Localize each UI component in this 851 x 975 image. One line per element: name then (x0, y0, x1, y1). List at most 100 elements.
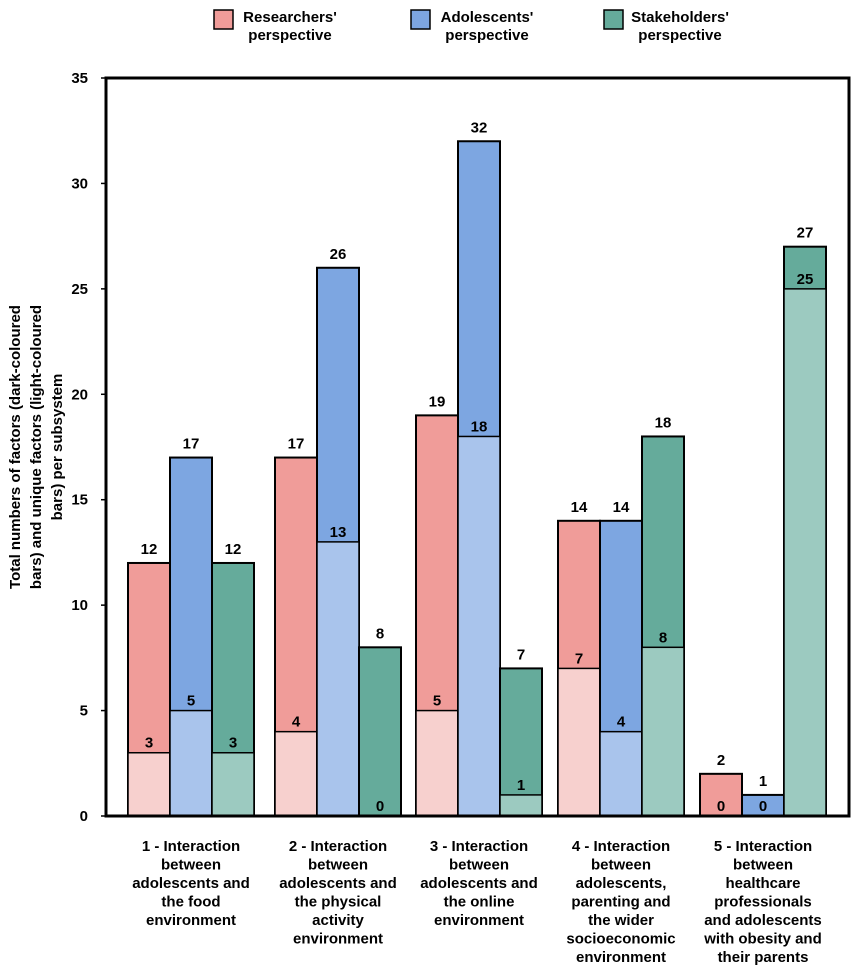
y-tick-label: 20 (71, 386, 88, 403)
data-label-unique: 1 (517, 777, 525, 794)
data-label-unique: 13 (330, 524, 347, 541)
x-category-label-line: 5 - Interaction (714, 838, 812, 855)
x-category-label-line: between (308, 857, 368, 874)
bar-total (358, 646, 402, 817)
bar-unique (211, 751, 255, 817)
legend-swatch (410, 9, 431, 30)
x-category-label-line: healthcare (725, 875, 800, 892)
y-tick-label: 15 (71, 492, 88, 509)
x-category-label-line: 1 - Interaction (142, 838, 240, 855)
data-label-total: 7 (517, 646, 525, 663)
x-category-label-line: parenting and (571, 894, 670, 911)
bar-unique (599, 730, 643, 817)
y-axis-label-line: bars) per subsystem (49, 374, 66, 521)
legend-label-line: perspective (638, 27, 721, 44)
y-axis-label: Total numbers of factors (dark-coloured b… (7, 305, 66, 589)
x-category-label-line: the online (444, 894, 515, 911)
plot-frame (104, 76, 851, 818)
x-category-label-line: professionals (714, 894, 812, 911)
x-category-label-line: 4 - Interaction (572, 838, 670, 855)
data-label-total: 27 (797, 225, 814, 242)
data-label-unique: 0 (759, 798, 767, 815)
data-label-total: 8 (376, 625, 384, 642)
data-label-unique: 18 (471, 418, 488, 435)
x-category-label-line: adolescents, (576, 875, 667, 892)
data-label-unique: 3 (229, 735, 237, 752)
bars: 12 3 17 4 19 5 14 7 2 0 17 5 26 13 32 18 14 4 1 0 12 3 8 0 7 1 18 8… (127, 119, 827, 818)
data-label-unique: 0 (376, 798, 384, 815)
data-label-total: 17 (288, 436, 305, 453)
data-label-total: 1 (759, 773, 767, 790)
data-label-total: 32 (471, 119, 488, 136)
x-category-label-line: the wider (588, 912, 654, 929)
bar-unique (457, 435, 501, 817)
y-tick-label: 5 (80, 703, 88, 720)
data-label-total: 18 (655, 414, 672, 431)
y-tick-label: 35 (71, 70, 88, 87)
legend: Researchers'perspectiveAdolescents'persp… (213, 9, 729, 44)
x-category-label-line: the food (161, 894, 220, 911)
bar-unique (316, 541, 360, 817)
x-category-label-line: between (449, 857, 509, 874)
data-label-total: 14 (613, 499, 630, 516)
data-label-unique: 4 (292, 714, 301, 731)
data-label-total: 26 (330, 246, 347, 263)
x-category-label-line: environment (146, 912, 236, 929)
legend-swatch (213, 9, 234, 30)
x-category-label-line: socioeconomic (566, 931, 675, 948)
data-label-total: 12 (225, 541, 242, 558)
x-category-label-line: activity (312, 912, 364, 929)
x-category-label-line: with obesity and (703, 931, 822, 948)
data-label-unique: 7 (575, 650, 583, 667)
bar-total (499, 667, 543, 818)
y-tick-label: 25 (71, 281, 88, 298)
y-tick-label: 30 (71, 175, 88, 192)
y-tick-label: 10 (71, 597, 88, 614)
x-category-label-line: between (591, 857, 651, 874)
data-label-total: 19 (429, 393, 446, 410)
bar-unique (274, 730, 318, 817)
legend-label-line: Researchers' (243, 9, 337, 26)
bar-unique (127, 751, 171, 817)
bar-unique (557, 667, 601, 817)
data-label-total: 2 (717, 752, 725, 769)
y-axis-ticks: 0 5 10 15 20 25 30 35 (71, 70, 106, 825)
y-tick-label: 0 (80, 808, 88, 825)
x-category-label-line: 3 - Interaction (430, 838, 528, 855)
data-label-unique: 5 (187, 693, 195, 710)
data-label-total: 17 (183, 436, 200, 453)
x-category-label-line: and adolescents (704, 912, 822, 929)
legend-label-line: perspective (445, 27, 528, 44)
data-label-unique: 25 (797, 271, 814, 288)
x-category-label-line: adolescents and (279, 875, 397, 892)
data-label-unique: 4 (617, 714, 626, 731)
data-label-total: 14 (571, 499, 588, 516)
x-category-label-line: environment (293, 931, 383, 948)
data-label-unique: 0 (717, 798, 725, 815)
data-label-total: 12 (141, 541, 158, 558)
x-category-label-line: adolescents and (132, 875, 250, 892)
x-category-label-line: the physical (295, 894, 382, 911)
legend-swatch (603, 9, 624, 30)
x-category-label-line: their parents (718, 949, 809, 966)
bar-unique (415, 709, 459, 817)
x-category-label-line: between (161, 857, 221, 874)
x-category-label-line: between (733, 857, 793, 874)
data-label-unique: 5 (433, 693, 441, 710)
y-axis-label-line: Total numbers of factors (dark-coloured (7, 305, 24, 589)
x-category-label-line: environment (576, 949, 666, 966)
bar-unique (169, 709, 213, 817)
legend-label-line: perspective (248, 27, 331, 44)
bar-unique (641, 646, 685, 817)
data-label-unique: 8 (659, 629, 667, 646)
x-category-label-line: 2 - Interaction (289, 838, 387, 855)
x-category-label-line: environment (434, 912, 524, 929)
bar-unique (499, 794, 543, 817)
legend-label-line: Adolescents' (441, 9, 534, 26)
x-category-label-line: adolescents and (420, 875, 538, 892)
y-axis-label-line: bars) and unique factors (light-coloured (28, 305, 45, 589)
legend-label-line: Stakeholders' (631, 9, 729, 26)
bar-unique (783, 288, 827, 817)
